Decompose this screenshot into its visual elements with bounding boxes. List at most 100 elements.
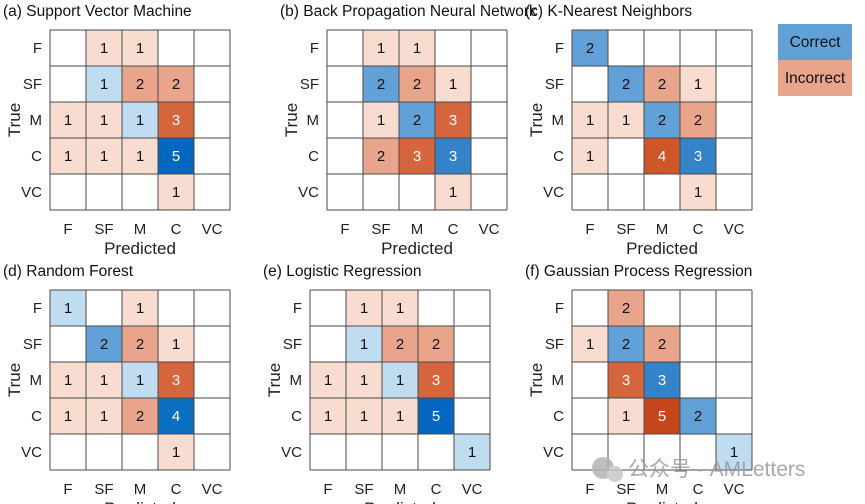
matrix-cell <box>418 290 454 326</box>
matrix-cell <box>363 30 399 66</box>
cell-value-label: 1 <box>100 408 108 425</box>
x-tick-label: M <box>656 481 669 498</box>
x-tick-label: VC <box>462 481 483 498</box>
matrix-cell <box>158 174 194 210</box>
cell-value-label: 1 <box>586 336 594 353</box>
matrix-cell <box>86 434 122 470</box>
matrix-cell <box>194 66 230 102</box>
matrix-cell <box>50 434 86 470</box>
cell-value-label: 1 <box>449 184 457 201</box>
matrix-cell <box>382 326 418 362</box>
y-tick-label: SF <box>23 76 42 93</box>
matrix-cell <box>644 102 680 138</box>
cell-value-label: 1 <box>64 372 72 389</box>
y-tick-label: SF <box>545 76 564 93</box>
cell-value-label: 2 <box>136 336 144 353</box>
matrix-cell <box>122 326 158 362</box>
matrix-cell <box>194 138 230 174</box>
y-axis-title: True <box>5 363 24 397</box>
matrix-cell <box>346 290 382 326</box>
x-tick-label: VC <box>202 481 223 498</box>
x-axis-title: Predicted <box>104 499 176 504</box>
matrix-cell <box>471 138 507 174</box>
matrix-cell <box>194 290 230 326</box>
cell-value-label: 1 <box>136 148 144 165</box>
x-tick-label: F <box>63 481 72 498</box>
matrix-cell <box>50 326 86 362</box>
y-tick-label: M <box>290 372 303 389</box>
matrix-cell <box>194 398 230 434</box>
y-tick-label: M <box>307 112 320 129</box>
matrix-cell <box>716 326 752 362</box>
matrix-cell <box>471 66 507 102</box>
cell-value-label: 1 <box>360 300 368 317</box>
y-tick-label: VC <box>281 444 302 461</box>
cell-value-label: 1 <box>396 300 404 317</box>
matrix-cell <box>608 326 644 362</box>
x-tick-label: SF <box>616 481 635 498</box>
watermark: 公众号 · AMLetters <box>592 457 805 482</box>
matrix-cell <box>122 290 158 326</box>
x-tick-label: M <box>134 481 147 498</box>
matrix-cell <box>680 434 716 470</box>
y-tick-label: M <box>552 112 565 129</box>
matrix-cell <box>435 30 471 66</box>
cell-value-label: 2 <box>622 76 630 93</box>
cell-value-label: 1 <box>730 444 738 461</box>
matrix-cell <box>608 290 644 326</box>
matrix-cell <box>680 290 716 326</box>
matrix-cell <box>158 102 194 138</box>
matrix-cell <box>454 398 490 434</box>
matrix-cell <box>50 138 86 174</box>
matrix-cell <box>346 362 382 398</box>
matrix-cell <box>382 398 418 434</box>
y-tick-label: C <box>31 408 42 425</box>
cell-value-label: 1 <box>586 148 594 165</box>
cell-value-label: 1 <box>136 40 144 57</box>
matrix-cell <box>644 326 680 362</box>
y-tick-label: M <box>30 112 43 129</box>
matrix-cell <box>327 30 363 66</box>
matrix-cell <box>454 326 490 362</box>
matrix-cell <box>608 138 644 174</box>
matrix-cell <box>572 66 608 102</box>
y-tick-label: C <box>553 148 564 165</box>
y-tick-label: SF <box>300 76 319 93</box>
x-tick-label: C <box>171 221 182 238</box>
cell-value-label: 2 <box>694 112 702 129</box>
matrix-cell <box>680 398 716 434</box>
cell-value-label: 4 <box>172 408 180 425</box>
matrix-cell <box>86 102 122 138</box>
y-tick-label: VC <box>298 184 319 201</box>
cell-value-label: 1 <box>136 372 144 389</box>
y-tick-label: VC <box>21 444 42 461</box>
cell-value-label: 1 <box>64 408 72 425</box>
matrix-cell <box>680 138 716 174</box>
matrix-cell <box>435 66 471 102</box>
matrix-cell <box>608 434 644 470</box>
matrix-cell <box>644 434 680 470</box>
cell-value-label: 2 <box>622 336 630 353</box>
cell-value-label: 4 <box>658 148 666 165</box>
matrix-cell <box>716 174 752 210</box>
cell-value-label: 2 <box>172 76 180 93</box>
y-tick-label: VC <box>543 184 564 201</box>
cell-value-label: 2 <box>432 336 440 353</box>
x-tick-label: SF <box>94 221 113 238</box>
cell-value-label: 3 <box>449 112 457 129</box>
matrix-cell <box>471 174 507 210</box>
matrix-cell <box>680 174 716 210</box>
matrix-cell <box>363 66 399 102</box>
matrix-cell <box>50 398 86 434</box>
y-tick-label: VC <box>543 444 564 461</box>
cell-value-label: 2 <box>658 112 666 129</box>
matrix-cell <box>608 66 644 102</box>
x-tick-label: F <box>585 481 594 498</box>
matrix-cell <box>608 362 644 398</box>
matrix-cell <box>435 102 471 138</box>
cell-value-label: 1 <box>172 336 180 353</box>
x-tick-label: C <box>448 221 459 238</box>
matrix-cell <box>194 434 230 470</box>
cell-value-label: 1 <box>360 336 368 353</box>
